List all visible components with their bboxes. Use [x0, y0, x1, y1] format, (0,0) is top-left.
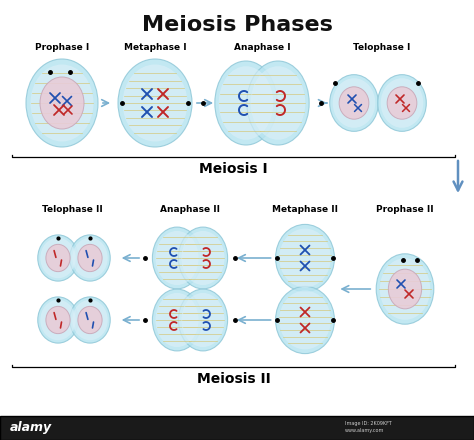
Ellipse shape: [182, 231, 225, 285]
Ellipse shape: [46, 306, 70, 334]
Ellipse shape: [118, 59, 192, 147]
Text: Meiosis I: Meiosis I: [199, 162, 268, 176]
Ellipse shape: [78, 244, 102, 271]
Ellipse shape: [30, 65, 93, 142]
Ellipse shape: [388, 269, 422, 309]
Text: Metaphase II: Metaphase II: [272, 205, 338, 214]
Text: Telophase II: Telophase II: [42, 205, 102, 214]
FancyBboxPatch shape: [0, 416, 474, 440]
Ellipse shape: [333, 78, 375, 128]
Ellipse shape: [46, 244, 70, 271]
Ellipse shape: [378, 75, 426, 132]
Ellipse shape: [275, 286, 335, 354]
Text: alamy: alamy: [10, 422, 52, 434]
Ellipse shape: [123, 65, 187, 142]
Ellipse shape: [251, 66, 305, 140]
Text: Anaphase I: Anaphase I: [234, 43, 290, 52]
Ellipse shape: [178, 227, 228, 289]
Text: Meiosis Phases: Meiosis Phases: [142, 15, 332, 35]
Ellipse shape: [73, 300, 108, 340]
Ellipse shape: [215, 61, 277, 145]
Ellipse shape: [380, 258, 430, 320]
Ellipse shape: [275, 224, 335, 292]
Ellipse shape: [182, 293, 225, 347]
Ellipse shape: [26, 59, 98, 147]
Ellipse shape: [330, 75, 378, 132]
Ellipse shape: [155, 231, 199, 285]
Ellipse shape: [178, 289, 228, 351]
Ellipse shape: [40, 238, 76, 278]
Ellipse shape: [38, 297, 78, 343]
Text: Prophase I: Prophase I: [35, 43, 89, 52]
Ellipse shape: [279, 229, 331, 287]
Ellipse shape: [38, 235, 78, 281]
Text: Image ID: 2K09KFT
www.alamy.com: Image ID: 2K09KFT www.alamy.com: [345, 421, 392, 433]
Text: Metaphase I: Metaphase I: [124, 43, 186, 52]
Ellipse shape: [387, 87, 417, 119]
Ellipse shape: [73, 238, 108, 278]
Text: Telophase I: Telophase I: [353, 43, 410, 52]
Ellipse shape: [339, 87, 369, 119]
Ellipse shape: [70, 235, 110, 281]
Ellipse shape: [78, 306, 102, 334]
Ellipse shape: [153, 289, 201, 351]
Ellipse shape: [376, 254, 434, 324]
Ellipse shape: [381, 78, 423, 128]
Ellipse shape: [279, 290, 331, 349]
Ellipse shape: [40, 300, 76, 340]
Ellipse shape: [40, 77, 84, 129]
Ellipse shape: [219, 66, 273, 140]
Ellipse shape: [153, 227, 201, 289]
Ellipse shape: [247, 61, 309, 145]
Ellipse shape: [70, 297, 110, 343]
Text: Anaphase II: Anaphase II: [160, 205, 220, 214]
Text: Prophase II: Prophase II: [376, 205, 434, 214]
Text: Meiosis II: Meiosis II: [197, 372, 270, 386]
Ellipse shape: [155, 293, 199, 347]
